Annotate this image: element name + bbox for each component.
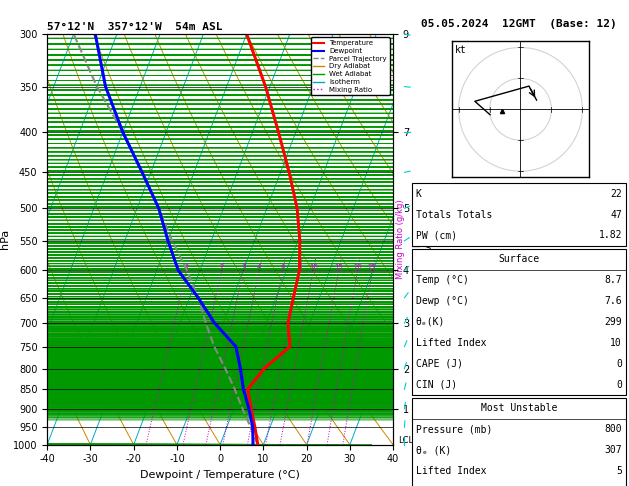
Text: 47: 47 [610, 209, 622, 220]
Text: Totals Totals: Totals Totals [416, 209, 492, 220]
Text: 8.7: 8.7 [604, 275, 622, 285]
Text: 20: 20 [353, 264, 362, 270]
Text: 4: 4 [257, 264, 262, 270]
Text: 299: 299 [604, 317, 622, 327]
Text: Dewp (°C): Dewp (°C) [416, 296, 469, 306]
Text: θₑ (K): θₑ (K) [416, 445, 451, 455]
Y-axis label: km
ASL: km ASL [412, 230, 433, 248]
Text: 1.82: 1.82 [599, 230, 622, 241]
Text: 2: 2 [220, 264, 224, 270]
Text: 05.05.2024  12GMT  (Base: 12): 05.05.2024 12GMT (Base: 12) [421, 19, 617, 30]
Text: 10: 10 [610, 338, 622, 348]
Text: 15: 15 [335, 264, 343, 270]
Text: 25: 25 [368, 264, 377, 270]
Text: PW (cm): PW (cm) [416, 230, 457, 241]
Text: kt: kt [455, 45, 467, 55]
Text: CAPE (J): CAPE (J) [416, 359, 463, 369]
Text: 1: 1 [184, 264, 189, 270]
Text: Most Unstable: Most Unstable [481, 403, 557, 414]
Text: Surface: Surface [498, 254, 540, 264]
Legend: Temperature, Dewpoint, Parcel Trajectory, Dry Adiabat, Wet Adiabat, Isotherm, Mi: Temperature, Dewpoint, Parcel Trajectory… [311, 37, 389, 95]
Text: 307: 307 [604, 445, 622, 455]
Text: LCL: LCL [398, 435, 413, 445]
Text: 800: 800 [604, 424, 622, 434]
Text: Lifted Index: Lifted Index [416, 466, 486, 476]
Y-axis label: hPa: hPa [0, 229, 10, 249]
X-axis label: Dewpoint / Temperature (°C): Dewpoint / Temperature (°C) [140, 470, 300, 480]
Text: 22: 22 [610, 189, 622, 199]
Text: K: K [416, 189, 421, 199]
Text: 0: 0 [616, 359, 622, 369]
Text: 57°12'N  357°12'W  54m ASL: 57°12'N 357°12'W 54m ASL [47, 22, 223, 32]
Text: 3: 3 [241, 264, 246, 270]
Text: 5: 5 [616, 466, 622, 476]
Text: Lifted Index: Lifted Index [416, 338, 486, 348]
Text: Mixing Ratio (g/kg): Mixing Ratio (g/kg) [396, 200, 405, 279]
Text: © weatheronline.co.uk: © weatheronline.co.uk [467, 474, 571, 484]
Text: 6: 6 [281, 264, 285, 270]
Text: θₑ(K): θₑ(K) [416, 317, 445, 327]
Text: 10: 10 [309, 264, 318, 270]
Text: Temp (°C): Temp (°C) [416, 275, 469, 285]
Text: 8: 8 [298, 264, 302, 270]
Text: CIN (J): CIN (J) [416, 380, 457, 390]
Text: Pressure (mb): Pressure (mb) [416, 424, 492, 434]
Text: 7.6: 7.6 [604, 296, 622, 306]
Text: 0: 0 [616, 380, 622, 390]
